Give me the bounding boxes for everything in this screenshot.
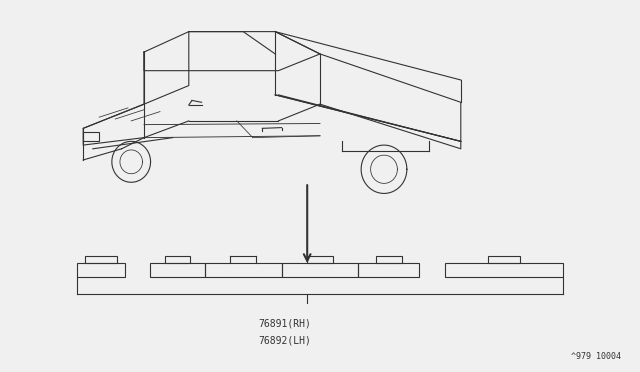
Text: 76891(RH): 76891(RH) [259, 319, 311, 328]
Bar [376, 256, 402, 263]
Bar [205, 263, 282, 277]
Bar [358, 263, 419, 277]
Bar [150, 263, 205, 277]
Bar [164, 256, 190, 263]
Bar [83, 132, 99, 141]
Bar [85, 256, 117, 263]
Bar [77, 263, 125, 277]
Text: ^979 10004: ^979 10004 [571, 352, 621, 361]
Text: 76892(LH): 76892(LH) [259, 336, 311, 345]
Bar [282, 263, 358, 277]
Bar [488, 256, 520, 263]
Bar [307, 256, 333, 263]
Bar [445, 263, 563, 277]
